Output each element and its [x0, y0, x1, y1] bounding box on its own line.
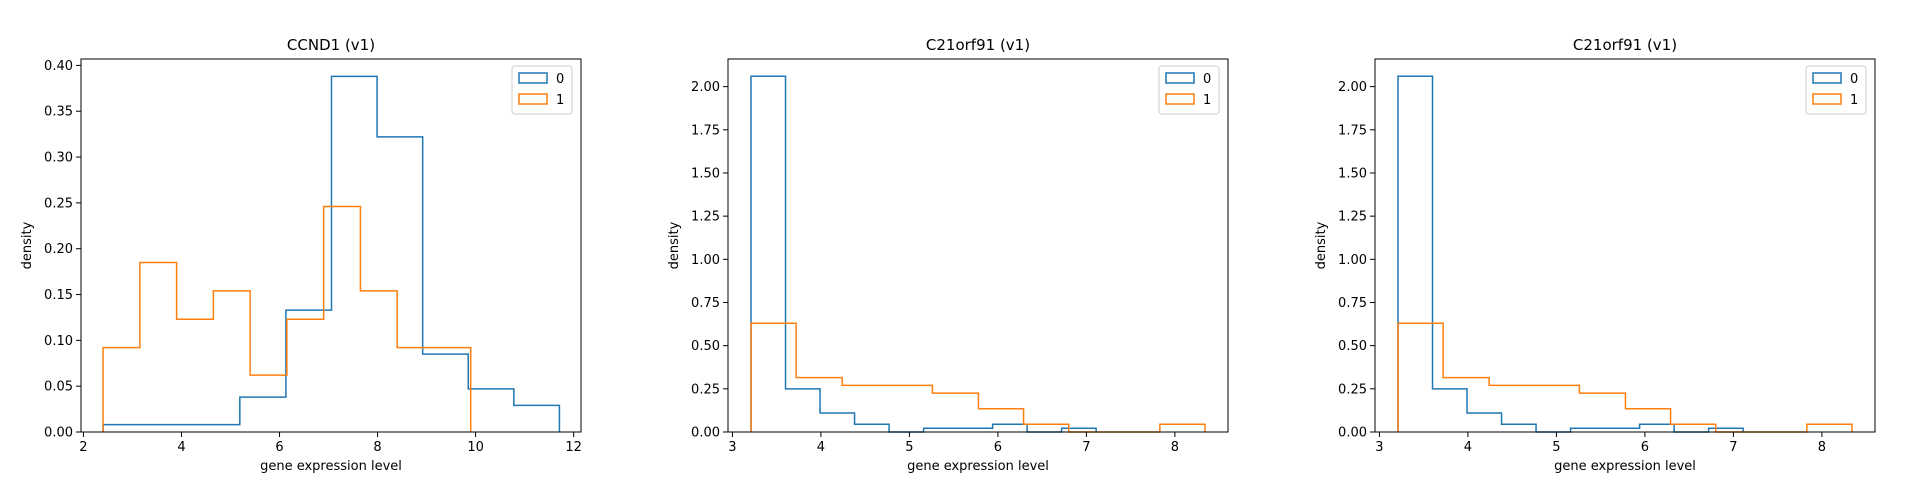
x-tick-label: 3: [728, 440, 736, 455]
hist-series-0: [1397, 75, 1744, 433]
y-tick-label: 0.15: [44, 288, 73, 303]
hist-series-0: [750, 75, 1097, 433]
y-tick-label: 0.40: [44, 59, 73, 74]
legend-label-1: 1: [556, 93, 564, 108]
plot-frame: [80, 58, 582, 433]
y-tick-label: 1.00: [691, 253, 720, 268]
x-tick-label: 10: [467, 440, 484, 455]
x-tick-label: 8: [1818, 440, 1826, 455]
x-tick-label: 7: [1082, 440, 1090, 455]
y-tick-label: 1.75: [1338, 123, 1367, 138]
y-tick-label: 0.25: [1338, 382, 1367, 397]
y-tick-label: 0.50: [691, 339, 720, 354]
y-axis-label: density: [667, 221, 682, 269]
chart-title: CCND1 (v1): [287, 36, 375, 54]
legend: 01: [1805, 65, 1867, 115]
y-axis-label: density: [1314, 221, 1329, 269]
legend-label-0: 0: [1850, 72, 1858, 87]
legend: 01: [511, 65, 573, 115]
y-tick-label: 0.05: [44, 380, 73, 395]
y-tick-label: 0.00: [1338, 426, 1367, 441]
x-tick-label: 6: [275, 440, 283, 455]
legend-swatch-1: [1812, 93, 1842, 105]
legend-label-1: 1: [1203, 93, 1211, 108]
y-tick-label: 1.75: [691, 123, 720, 138]
x-tick-label: 4: [177, 440, 185, 455]
y-tick-label: 0.50: [1338, 339, 1367, 354]
y-tick-label: 1.00: [1338, 253, 1367, 268]
x-tick-label: 2: [79, 440, 87, 455]
y-tick-label: 2.00: [1338, 80, 1367, 95]
y-tick-label: 1.50: [1338, 166, 1367, 181]
y-tick-label: 0.00: [44, 426, 73, 441]
x-tick-label: 3: [1375, 440, 1383, 455]
legend-label-1: 1: [1850, 93, 1858, 108]
plot-frame: [727, 58, 1229, 433]
chart-panel-3: 3 4 5 6 7 8 0.00 0.25 0.50 0.75 1.00 1.25 1.50 1.75 2.…: [1314, 36, 1876, 474]
legend-box: [511, 65, 573, 115]
legend-label-0: 0: [556, 72, 564, 87]
chart-title: C21orf91 (v1): [926, 36, 1030, 54]
y-tick-label: 0.25: [44, 196, 73, 211]
x-tick-label: 8: [1171, 440, 1179, 455]
legend-box: [1805, 65, 1867, 115]
y-tick-label: 0.75: [691, 296, 720, 311]
y-tick-label: 1.25: [691, 210, 720, 225]
y-tick-label: 0.25: [691, 382, 720, 397]
legend-label-0: 0: [1203, 72, 1211, 87]
x-tick-label: 4: [1464, 440, 1472, 455]
x-tick-label: 8: [373, 440, 381, 455]
x-tick-label: 6: [1641, 440, 1649, 455]
y-tick-label: 0.75: [1338, 296, 1367, 311]
legend-swatch-0: [1812, 72, 1842, 84]
y-tick-label: 0.35: [44, 105, 73, 120]
plot-frame: [1374, 58, 1876, 433]
legend-box: [1158, 65, 1220, 115]
hist-series-1: [102, 205, 472, 432]
x-tick-label: 5: [1552, 440, 1560, 455]
y-tick-label: 0.00: [691, 426, 720, 441]
legend-swatch-0: [518, 72, 548, 84]
x-axis-label: gene expression level: [260, 459, 402, 474]
x-tick-label: 12: [565, 440, 582, 455]
y-tick-label: 0.30: [44, 151, 73, 166]
y-tick-label: 2.00: [691, 80, 720, 95]
legend-swatch-1: [518, 93, 548, 105]
x-tick-label: 5: [905, 440, 913, 455]
hist-series-0: [102, 75, 561, 432]
x-tick-label: 4: [817, 440, 825, 455]
y-axis-label: density: [20, 221, 35, 269]
legend: 01: [1158, 65, 1220, 115]
hist-series-1: [1397, 322, 1853, 433]
chart-panel-1: 2 4 6 8 10 120.000.050.100.150.200.250.300.35…: [20, 36, 582, 474]
chart-title: C21orf91 (v1): [1573, 36, 1677, 54]
y-tick-label: 0.10: [44, 334, 73, 349]
legend-swatch-0: [1165, 72, 1195, 84]
x-axis-label: gene expression level: [907, 459, 1049, 474]
x-axis-label: gene expression level: [1554, 459, 1696, 474]
chart-panel-2: 3 4 5 6 7 8 0.00 0.25 0.50 0.75 1.00 1.25 1.50 1.75 2.…: [667, 36, 1229, 474]
x-tick-label: 6: [994, 440, 1002, 455]
hist-series-1: [750, 322, 1206, 433]
legend-swatch-1: [1165, 93, 1195, 105]
y-tick-label: 0.20: [44, 242, 73, 257]
y-tick-label: 1.25: [1338, 210, 1367, 225]
x-tick-label: 7: [1729, 440, 1737, 455]
y-tick-label: 1.50: [691, 166, 720, 181]
